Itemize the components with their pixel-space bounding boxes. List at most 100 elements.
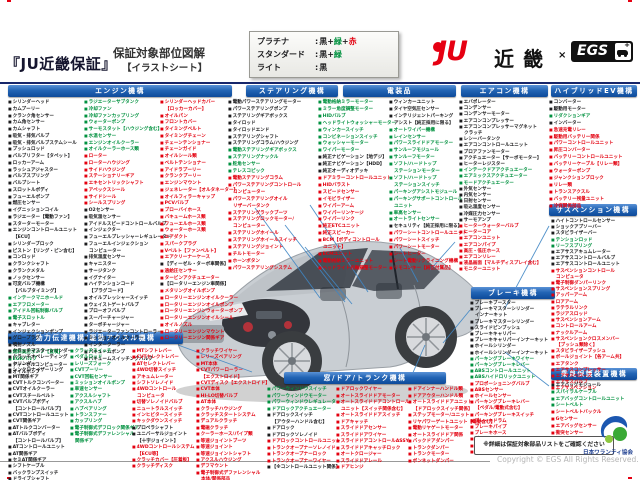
part-item: イグナイター — [84, 275, 171, 282]
part-item: 吸気・排気バルブ — [8, 133, 77, 140]
part-item: ブレーキマスターシリンダー — [470, 319, 548, 325]
part-item: ローターハウジング — [84, 160, 171, 167]
part-item: CVT関係ギア — [8, 418, 72, 424]
part-item: スライドドアレール — [336, 458, 410, 465]
part-item: クランクメタル — [8, 268, 77, 275]
part-item: カムプーリー — [8, 106, 77, 113]
part-item: トランスアクスル — [549, 189, 623, 196]
part-item: Vベルト【ファンベルト】 — [160, 248, 243, 255]
header-divider — [0, 82, 640, 84]
section-header-door: 窓/ドア/トランク機構 — [284, 372, 446, 384]
part-item: 外気センサー — [459, 186, 541, 192]
part-item: 電動ステアリングギアボックス — [228, 147, 301, 154]
part-item: ワイパーリンク — [318, 216, 396, 223]
part-item: バルブスプリング — [8, 173, 77, 180]
part-item: バックランプスイッチ — [8, 470, 72, 476]
part-item: 駆動用バッテリー関係 — [549, 134, 623, 141]
part-item: ハブベアリング — [70, 406, 139, 412]
part-item: サーモアンプ — [459, 217, 541, 223]
part-item: スライドドアセンサー — [336, 425, 410, 432]
part-item: 燃圧センサー — [8, 200, 77, 207]
part-item: コンビネーションスイッチ — [318, 134, 396, 141]
part-item: クラッチマスターシリンダー — [8, 348, 73, 354]
part-item: AT関係ギア — [8, 451, 72, 457]
part-item: ドアロックワイヤー — [336, 386, 410, 393]
part-item: テンションロッド — [551, 237, 624, 243]
part-item: ロータリーエンジンオイルシール — [160, 315, 243, 322]
part-item: シリンダーヘッドカバー — [160, 99, 243, 106]
part-item: ヘッドライトウォッシャーモーター — [318, 120, 397, 127]
part-item: ウィンカーユニット — [389, 99, 467, 106]
part-item: CVTバルブボディ — [8, 399, 72, 405]
part-item: トランクオープナーワイヤー — [267, 458, 341, 465]
powertrain-parts-column-4: クラッチワイヤーレリーズベアリングMT本体CVTパワーローラー【エクストロイド】… — [196, 348, 270, 480]
part-item: フューエルホース類 — [160, 221, 243, 228]
part-item: パワーウィンドウスイッチ — [267, 386, 341, 393]
part-item: ステップモーター/ユニット — [408, 412, 495, 419]
part-item: デフマウント — [196, 463, 270, 469]
part-item: インジェクター — [84, 227, 171, 234]
part-item: クラッチディスク — [132, 463, 194, 469]
part-item: キャブレター — [8, 322, 77, 329]
part-item: パワーウィンドウレギュレーター — [267, 399, 341, 406]
part-item: ステアリングロックモーター/ — [228, 216, 301, 223]
part-item: 純正オーディオデッキ — [318, 168, 396, 175]
part-item: エンジンマウント — [160, 180, 243, 187]
part-item: エアコンコンプレッサー — [459, 118, 541, 124]
part-item: シンクロナイザーリング — [8, 367, 72, 373]
section-header-hybrid: ハイブリッドEV機構 — [551, 85, 637, 97]
part-item: ドアロックアクチュエーター — [267, 406, 341, 413]
part-item: ウォーターポンプ — [84, 119, 171, 126]
part-item: パワーステアリングシステム — [228, 265, 301, 272]
part-item: クランクプーリー — [160, 173, 243, 180]
part-item: スライドドアキャッチロック — [336, 445, 410, 452]
part-item: 関係ギア — [75, 438, 94, 444]
part-item: コンピュータ — [556, 274, 584, 280]
part-item: O2センサー — [84, 207, 171, 214]
part-item: シート電動リクライニング機構 — [389, 258, 467, 265]
part-item: 車高センサー — [389, 210, 467, 217]
part-item: シリンダーヘッド — [8, 99, 77, 106]
part-item: チェーンガイド — [160, 146, 243, 153]
legend-row: ライト:黒 — [257, 63, 328, 72]
part-item: ウォーターホース類 — [160, 227, 243, 234]
part-item: エアコンコンプレッサーマグネット — [459, 124, 541, 130]
part-item: 【ECU】 — [13, 235, 33, 240]
part-item: タービンアクチュエーター — [160, 275, 243, 282]
part-item: スパークプラグ — [160, 241, 243, 248]
part-item: ミッションオイルポンプ — [70, 380, 139, 386]
part-item: エアコンパイプ — [459, 242, 541, 248]
part-item: タイミングベルト — [160, 126, 243, 133]
part-item: 【十字ジョイント】 — [137, 438, 179, 444]
detail-note: ※詳細は保証対象部品リストをご確認ください — [474, 436, 614, 455]
part-item: タイロッドエンド — [228, 127, 301, 134]
part-item: タイヤ空気圧センサー — [389, 106, 467, 113]
part-item: ラジエーター【電動ファン】 — [8, 214, 77, 221]
part-item: レシーバータンク — [459, 136, 541, 142]
part-item: オートスライドドアスイッチ — [336, 412, 410, 419]
part-item: アペックスシール — [84, 187, 171, 194]
part-item: バッテリーケーブル【リレー類】 — [549, 161, 623, 168]
part-item: エアバッグセンサー — [551, 423, 624, 430]
part-item: ラジエーターサブタンク — [84, 99, 171, 106]
section-header-aircon: エアコン機構 — [461, 85, 548, 97]
steering-parts-column: 電動パワーステアリングモーターパワーステアリングポンプステアリングギアボックスタ… — [228, 99, 302, 272]
part-item: シリンダー — [13, 361, 36, 367]
part-item: 過給圧センサー — [160, 268, 243, 275]
part-item: PCVバルブ — [160, 200, 243, 207]
part-item: エアコンユニット — [459, 235, 541, 241]
part-item: Gセンサー — [551, 416, 624, 423]
powertrain-parts-column-3: MTシフトレバーCVTセレクトレバーATセレクトレバー4WD切替スイッチアキュム… — [132, 348, 195, 470]
section-header-engine: エンジン機構 — [8, 85, 232, 97]
part-item: オートライトセンサー — [389, 216, 467, 223]
part-item: オートスライドドアユニット — [408, 399, 495, 406]
part-item: BCM【ボディコントロール — [318, 237, 396, 244]
part-item: ワイパーモーター — [318, 147, 396, 154]
part-item: ドアロックスイッチ — [267, 412, 341, 419]
part-item: フューエルインジェクション — [84, 241, 171, 248]
part-item: オイルシール類 — [160, 153, 243, 160]
part-item: 等速ジョイント — [196, 444, 270, 450]
part-item: ATセレクトレバー — [132, 361, 194, 367]
part-item: ソフト/ハードトップ — [389, 161, 467, 168]
part-item: リヤパワーゲートユニット【電動含む】 — [408, 419, 496, 426]
